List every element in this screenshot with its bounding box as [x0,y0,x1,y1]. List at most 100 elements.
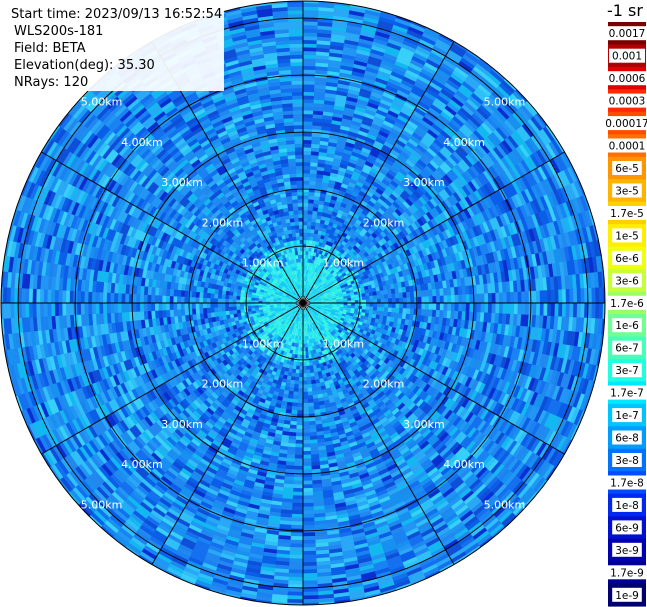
field-gate [328,268,333,273]
field-gate [378,16,395,25]
field-gate [372,291,377,296]
field-gate [390,103,403,112]
field-gate [309,424,317,429]
field-gate [322,208,329,214]
field-gate [498,82,513,97]
field-gate [390,180,399,188]
field-gate [391,190,400,199]
field-gate [317,159,326,164]
field-gate [324,92,337,99]
field-gate [366,63,380,71]
field-gate [352,67,366,75]
field-gate [373,299,378,304]
field-gate [598,287,604,304]
field-gate [328,241,334,247]
field-gate [400,108,413,118]
field-gate [365,222,373,229]
field-gate [380,307,385,312]
field-gate [365,136,376,144]
field-gate [453,93,467,105]
field-gate [313,259,317,265]
field-gate [428,309,433,317]
field-gate [303,65,316,70]
field-gate [298,391,303,396]
field-gate [377,171,386,179]
field-gate [357,215,365,223]
field-gate [325,217,331,222]
field-gate [355,197,363,204]
field-gate [313,203,319,208]
field-gate [462,54,478,67]
field-gate [298,384,303,389]
field-gate [424,289,429,297]
field-gate [329,263,334,269]
field-gate [315,252,320,258]
field-gate [356,193,365,201]
field-gate [307,273,310,278]
field-gate [310,166,318,171]
field-gate [322,239,327,245]
field-gate [345,28,362,35]
field-gate [323,201,330,207]
field-gate [461,81,476,94]
field-gate [451,135,464,146]
field-gate [372,223,380,230]
field-gate [543,303,548,317]
field-gate [314,84,327,90]
field-gate [438,65,453,77]
field-gate [288,569,303,574]
field-gate [308,199,314,204]
field-gate [322,174,331,180]
field-gate [434,71,449,83]
field-gate [325,265,330,271]
field-gate [355,219,362,226]
field-gate [343,305,348,308]
field-gate [365,177,374,185]
field-gate [389,166,399,175]
field-gate [305,292,308,297]
field-gate [303,84,315,89]
field-gate [366,190,374,198]
field-gate [343,43,358,50]
field-gate [398,111,411,121]
field-gate [304,291,306,296]
field-gate [302,517,315,522]
field-gate [554,303,559,317]
field-gate [354,236,361,243]
field-gate [380,298,385,304]
field-gate [344,242,350,249]
field-gate [377,105,390,114]
field-gate [330,238,336,244]
field-gate [303,76,316,82]
field-gate [303,39,317,45]
field-gate [351,71,365,78]
field-gate [447,49,463,61]
field-gate [307,258,310,263]
field-gate [517,303,522,315]
field-gate [291,510,303,515]
field-gate [399,192,408,201]
field-gate [292,495,303,500]
field-gate [306,369,311,374]
field-gate [303,2,319,8]
field-gate [365,306,370,311]
field-gate [360,123,371,131]
field-gate [477,84,492,97]
field-gate [373,303,378,307]
field-gate [362,143,373,151]
field-gate [311,244,316,249]
field-gate [311,274,314,279]
field-gate [392,201,401,209]
field-gate [303,291,305,296]
field-gate [388,152,399,161]
field-gate [326,149,336,155]
field-gate [370,216,378,224]
field-gate [432,75,447,86]
field-gate [354,164,364,172]
field-gate [313,271,317,276]
field-gate [303,54,317,59]
field-gate [351,225,358,232]
field-gate [317,230,323,235]
field-gate [476,107,490,120]
field-gate [407,94,420,105]
